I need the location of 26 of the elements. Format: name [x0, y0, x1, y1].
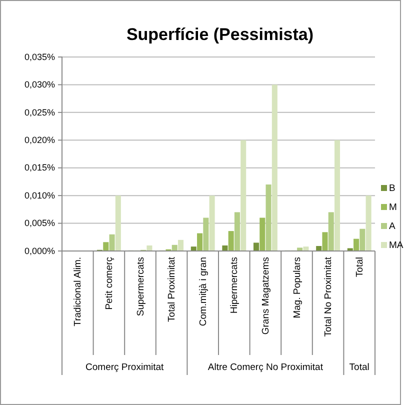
x-tick-label: Tradicional Alim.	[72, 257, 84, 326]
y-tick-label: 0,005%	[24, 218, 55, 228]
legend-label: M	[389, 202, 397, 213]
x-tick-label: Grans Magatzems	[260, 256, 272, 335]
chart-title: Superfície (Pessimista)	[126, 25, 314, 44]
x-tick-label: Supermercats	[135, 256, 146, 316]
legend-label: B	[389, 183, 396, 194]
x-tick-label: Petit comerç	[104, 256, 115, 310]
x-tick-label: Total No Proximitat	[323, 256, 334, 337]
text: Altre Comerç No Proximitat	[208, 362, 324, 373]
y-tick-label: 0,035%	[24, 52, 55, 62]
legend-label: MA	[389, 240, 404, 251]
y-tick-label: 0,010%	[24, 190, 55, 200]
legend-label: A	[389, 221, 396, 232]
text: Total	[349, 362, 370, 373]
y-tick-label: 0,025%	[24, 107, 55, 118]
x-tick-label: Mag. Populars	[292, 256, 303, 318]
x-tick-label: Hipermercats	[229, 256, 240, 314]
x-tick-label: Com.mitjà i gran	[198, 257, 209, 326]
x-tick-label: Total	[354, 257, 366, 278]
y-tick-label: 0,015%	[24, 162, 55, 173]
text: Comerç Proximitat	[86, 362, 164, 373]
y-tick-label: 0,030%	[24, 80, 55, 90]
y-tick-label: 0,000%	[24, 246, 55, 256]
x-tick-label: Total Proximitat	[166, 256, 178, 322]
y-tick-label: 0,020%	[24, 135, 55, 146]
